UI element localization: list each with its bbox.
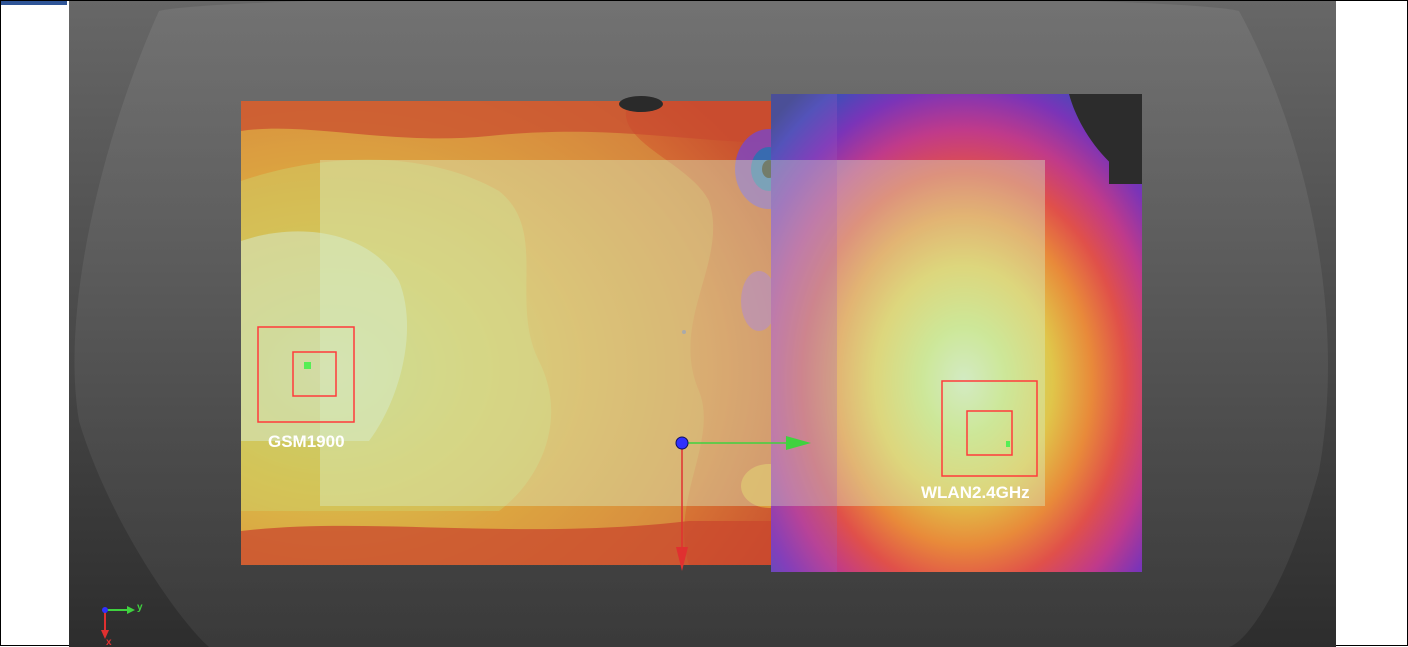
corner-mark xyxy=(1,1,67,5)
triad-x-label: x xyxy=(106,637,112,647)
gsm1900-field-map xyxy=(241,96,839,565)
wlan24ghz-label: WLAN2.4GHz xyxy=(921,483,1030,502)
gsm1900-antenna-marker[interactable]: GSM1900 xyxy=(257,326,355,451)
triad-y-label: y xyxy=(137,602,143,613)
wlan24ghz-field-map xyxy=(771,94,1142,572)
orientation-triad: y x xyxy=(101,602,143,647)
gsm1900-label: GSM1900 xyxy=(268,432,345,451)
coordinate-gizmo[interactable] xyxy=(675,436,811,571)
origin-dot xyxy=(682,330,686,334)
wlan24ghz-antenna-marker[interactable]: WLAN2.4GHz xyxy=(921,380,1038,502)
field-distribution-scene: GSM1900 WLAN2.4GHz xyxy=(69,1,1336,647)
3d-viewport[interactable]: GSM1900 WLAN2.4GHz xyxy=(69,1,1336,647)
